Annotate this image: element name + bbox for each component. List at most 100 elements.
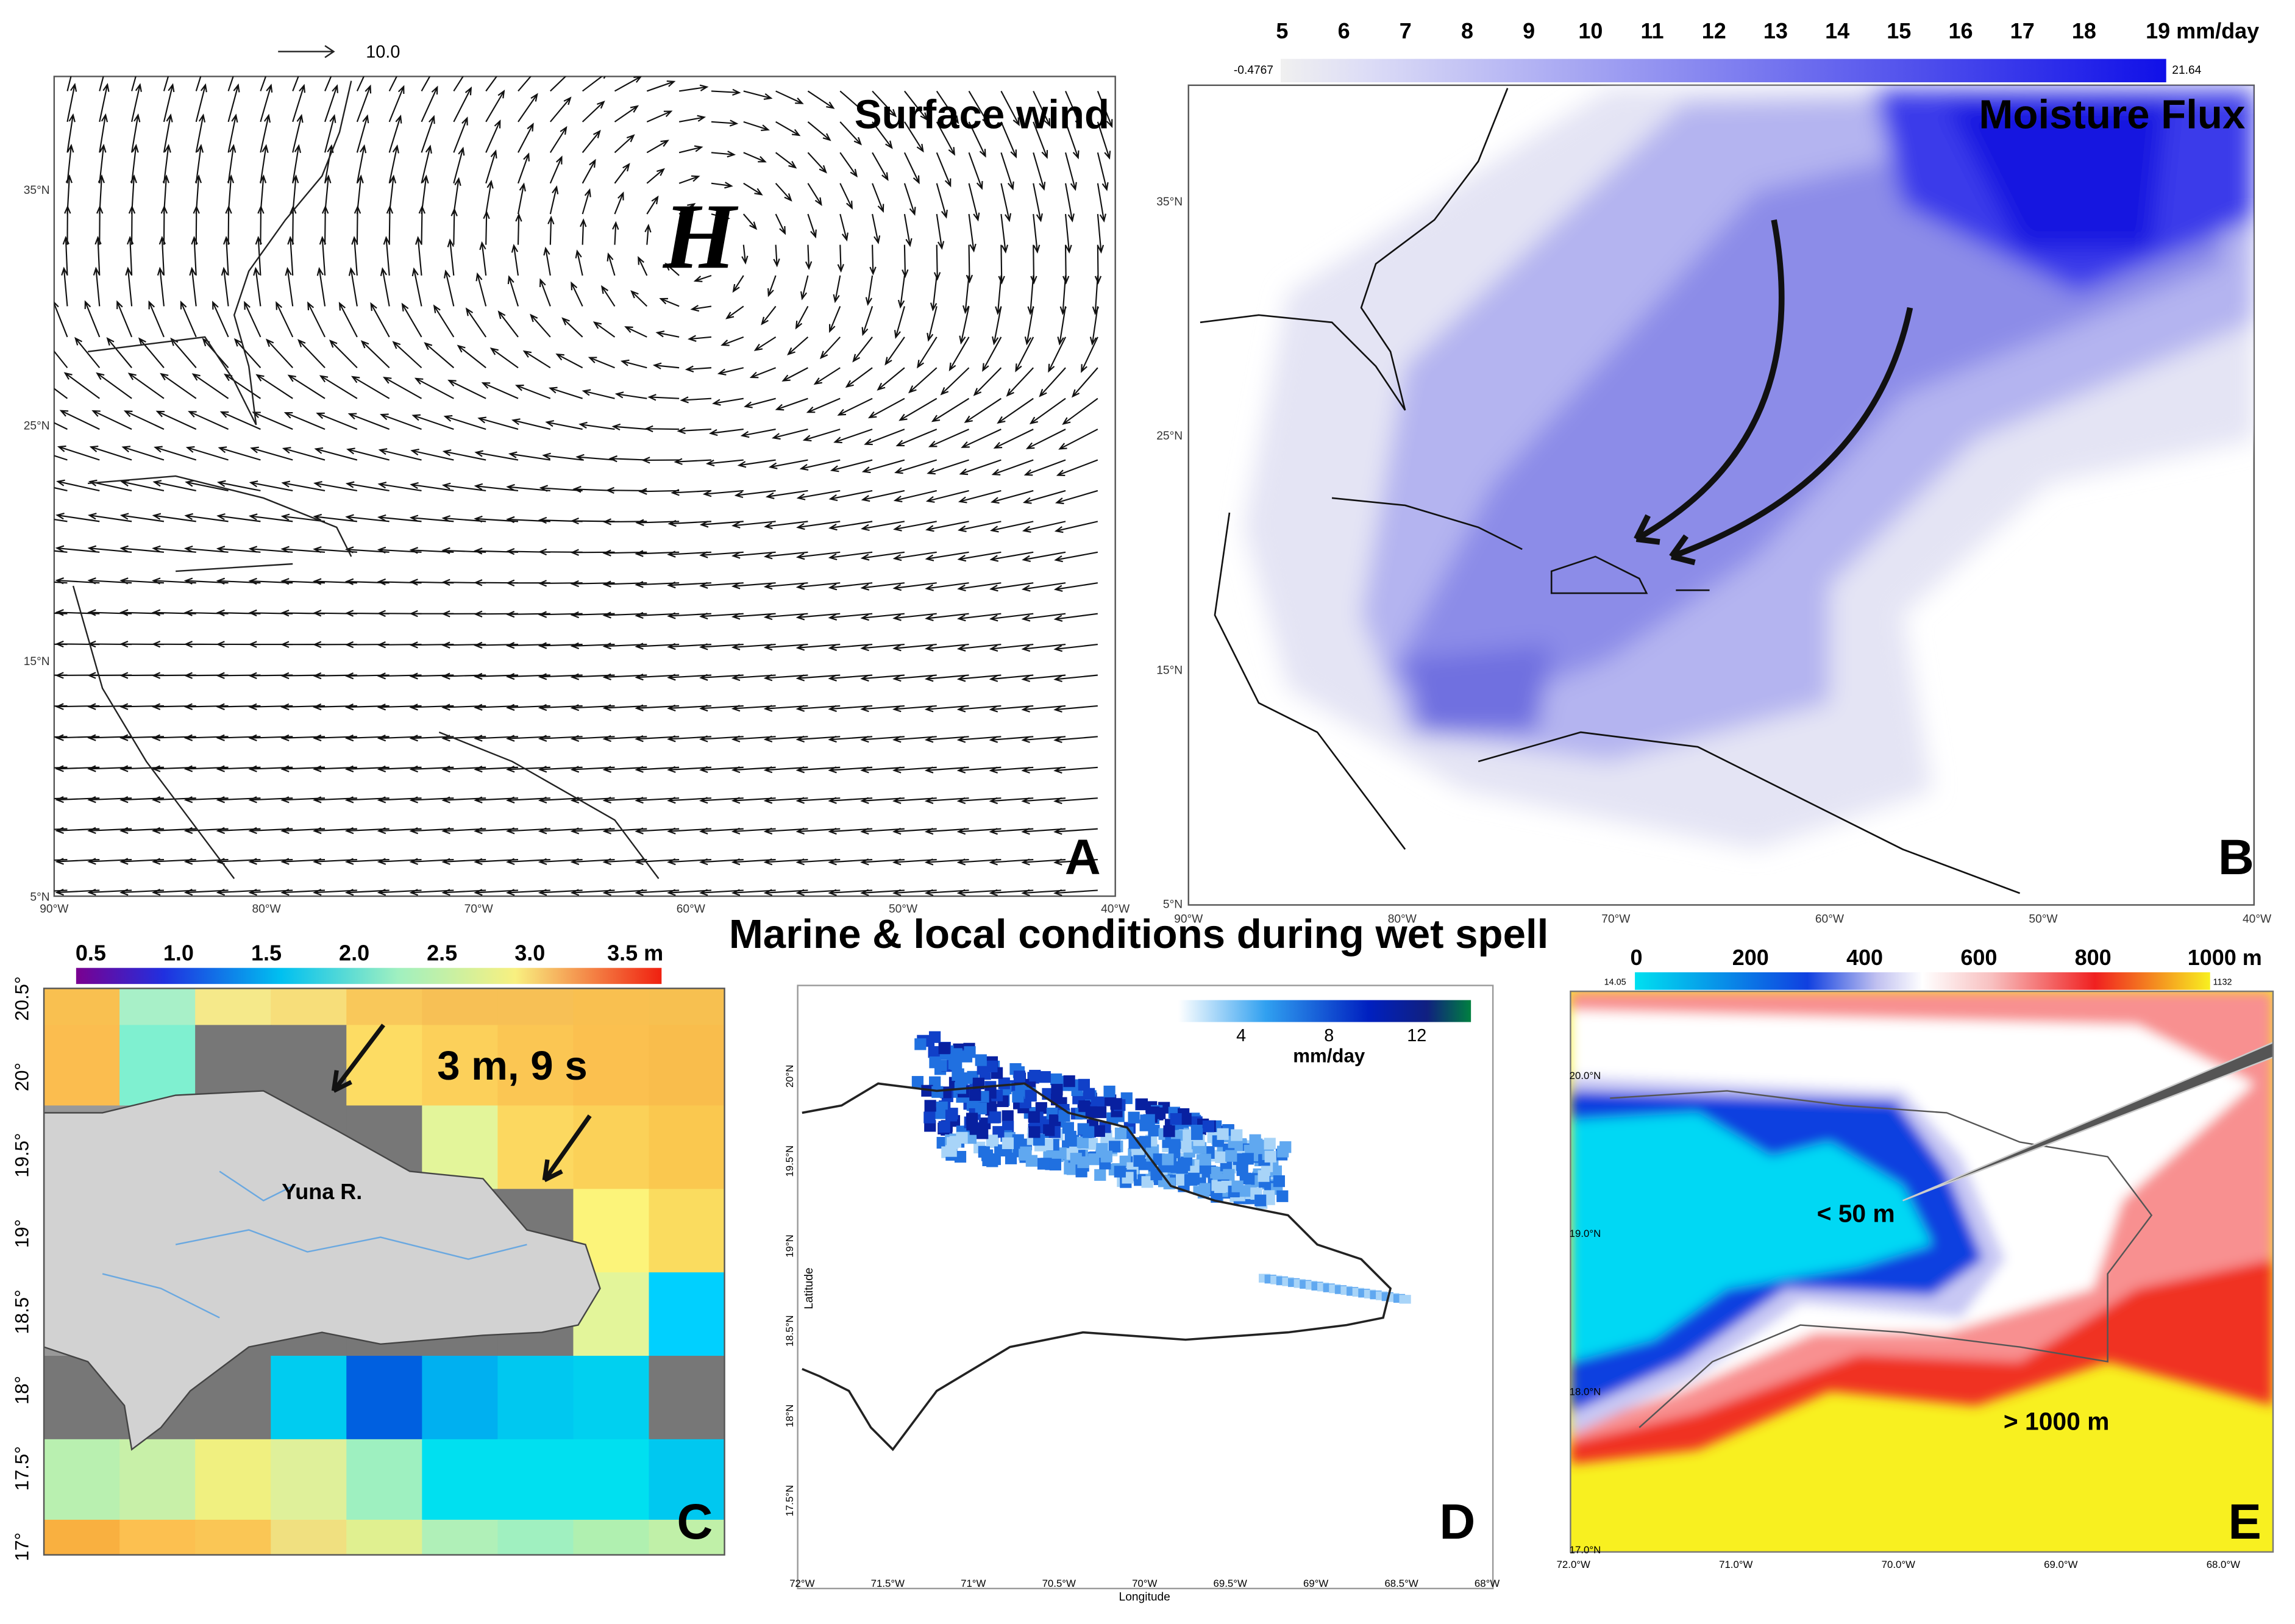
wind-arrow [489, 347, 519, 369]
wind-arrow [667, 519, 712, 527]
wind-arrow [555, 353, 583, 369]
wind-arrow [87, 513, 132, 522]
y-tick-label: 17.5° [12, 1446, 33, 1490]
wind-arrow [1053, 858, 1098, 866]
wind-arrow [872, 152, 889, 181]
wind-arrow [742, 213, 758, 230]
wind-arrow [1065, 91, 1082, 128]
wind-arrow [764, 521, 808, 530]
flow-arrow [1669, 307, 1913, 566]
wind-arrow [1021, 674, 1066, 682]
wind-arrow [731, 521, 776, 529]
x-tick-label: 80°W [252, 903, 281, 916]
wind-arrow [218, 446, 261, 461]
wind-arrow [388, 85, 405, 123]
colorbar-min: 14.05 [1604, 978, 1626, 988]
wind-arrow [741, 244, 749, 265]
wind-arrow [447, 238, 455, 276]
wind-arrow [903, 213, 913, 248]
wind-arrow [711, 213, 730, 221]
wind-arrow [925, 490, 969, 503]
wind-arrow [892, 613, 937, 621]
rain-pixel [1028, 1126, 1041, 1138]
wind-arrow [638, 255, 648, 276]
colorbar-tick-label: 18 [2072, 18, 2096, 43]
wave-cell [119, 1519, 196, 1555]
colorbar-tick-label: 7 [1400, 18, 1412, 43]
wave-cell [422, 988, 499, 1026]
wind-arrow [223, 235, 230, 276]
wind-arrow [193, 205, 200, 245]
wind-arrow [641, 457, 680, 464]
colorbar-tick-label: 16 [1948, 18, 1973, 43]
wind-arrow [316, 266, 326, 307]
rain-pixel [977, 1127, 989, 1139]
rain-pixel [1013, 1070, 1026, 1083]
wind-arrow [485, 179, 494, 215]
rain-pixel [950, 1058, 962, 1070]
y-axis-label: Latitude [803, 1267, 816, 1309]
y-tick-label: 18.5° [12, 1289, 33, 1334]
wind-arrow [542, 452, 583, 461]
wind-arrow [539, 278, 551, 307]
ref-label: 10.0 [366, 43, 400, 62]
wind-arrow [961, 429, 1002, 448]
wind-arrow [119, 545, 165, 553]
rain-pixel [1002, 1110, 1014, 1122]
wind-arrow [795, 613, 841, 621]
wind-arrow [958, 490, 1002, 504]
wind-arrow [421, 85, 438, 123]
wind-arrow [66, 82, 77, 123]
wind-arrow [872, 121, 893, 149]
wind-arrow [316, 412, 358, 430]
panel-label: D [1439, 1494, 1475, 1550]
wind-arrow [839, 213, 849, 242]
wind-arrow [91, 410, 132, 430]
x-tick-label: 70°W [464, 903, 494, 916]
wind-arrow [933, 244, 941, 281]
wind-arrow [382, 376, 422, 399]
wind-arrow [131, 143, 139, 183]
wind-arrow [324, 76, 332, 91]
wind-arrow [1097, 152, 1109, 191]
wind-arrow [475, 272, 487, 307]
wind-arrow [775, 121, 801, 137]
wind-arrow [699, 612, 744, 620]
wind-arrow [763, 735, 808, 743]
wind-arrow [292, 84, 306, 123]
wind-arrow [433, 304, 455, 338]
wind-arrow [763, 551, 808, 560]
wind-arrow [829, 305, 841, 333]
wind-arrow [710, 244, 719, 260]
ref-arrow [278, 45, 335, 59]
wind-arrow [360, 340, 390, 369]
wave-cell [497, 1025, 574, 1106]
wind-arrow [64, 205, 71, 245]
wind-arrow [837, 397, 873, 416]
wind-arrow [1000, 90, 1020, 127]
wind-arrow [925, 551, 969, 561]
flux-contour [1946, 102, 2166, 249]
wind-arrow [1033, 214, 1041, 254]
rain-pixel [935, 1060, 947, 1072]
wind-arrow [708, 429, 744, 436]
x-tick-label: 72°W [789, 1578, 814, 1589]
wind-arrow [1053, 613, 1098, 622]
wind-arrow [711, 151, 736, 158]
wind-arrow [796, 490, 841, 500]
colorbar-tick-label: 2.5 [427, 941, 457, 966]
wind-arrow [761, 305, 777, 326]
wind-arrow [479, 241, 487, 276]
colorbar-tick-label: 5 [1276, 18, 1288, 43]
wind-arrow [1024, 306, 1034, 346]
rain-pixel [989, 1111, 1002, 1124]
wind-arrow [424, 342, 455, 369]
wind-arrow [453, 76, 464, 92]
y-tick-label: 35°N [24, 184, 50, 197]
wind-arrow [763, 705, 808, 712]
rain-pixel [1270, 1165, 1282, 1177]
wind-arrow [54, 550, 68, 553]
wind-arrow [763, 643, 808, 651]
wind-arrow [276, 301, 294, 338]
